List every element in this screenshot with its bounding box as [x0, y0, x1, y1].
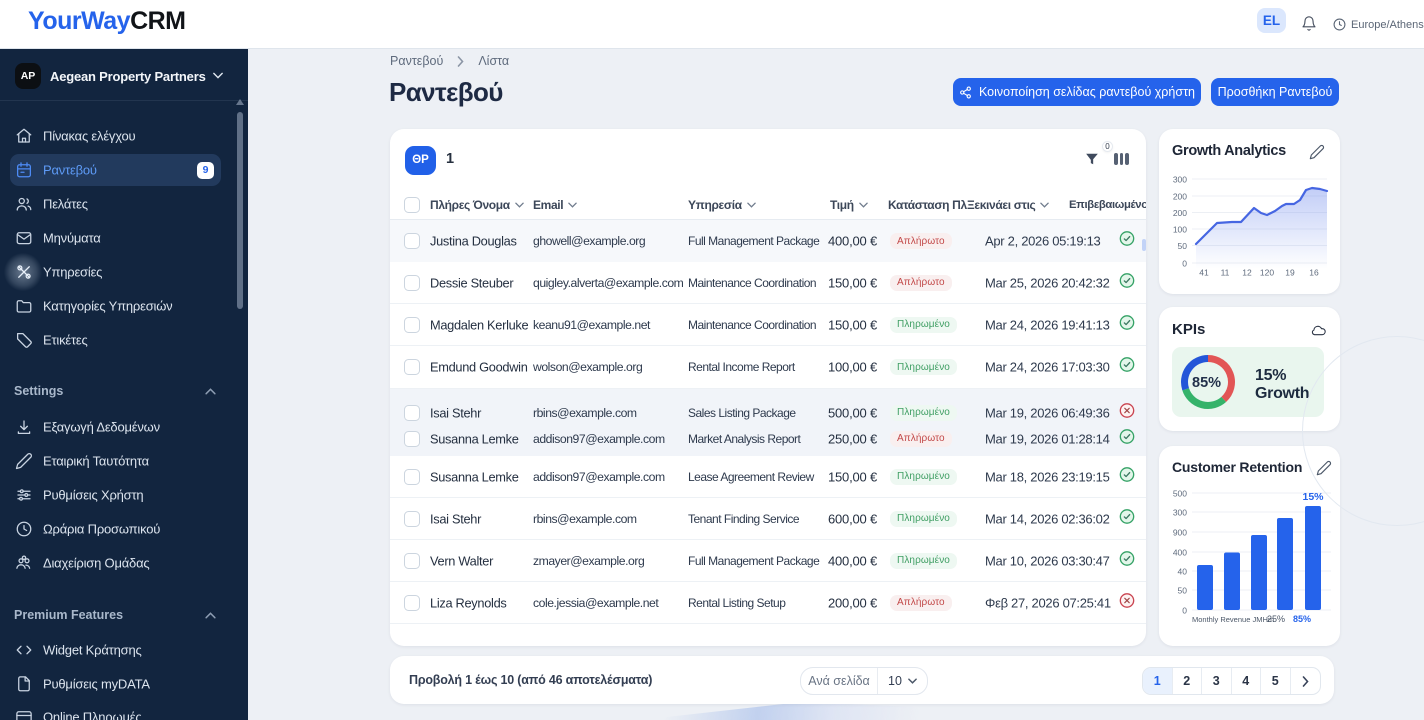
- svg-text:900: 900: [1173, 528, 1187, 538]
- svg-text:15%: 15%: [1302, 491, 1324, 503]
- svg-text:85%: 85%: [1293, 614, 1311, 624]
- svg-text:300: 300: [1173, 175, 1187, 185]
- svg-text:500: 500: [1173, 489, 1187, 499]
- svg-text:50: 50: [1178, 586, 1188, 596]
- svg-text:300: 300: [1173, 508, 1187, 518]
- svg-text:16: 16: [1309, 268, 1319, 278]
- svg-text:12: 12: [1242, 268, 1252, 278]
- svg-text:120: 120: [1260, 268, 1274, 278]
- svg-text:200: 200: [1173, 192, 1187, 202]
- svg-text:11: 11: [1221, 268, 1230, 278]
- svg-text:19: 19: [1285, 268, 1295, 278]
- svg-text:0: 0: [1182, 259, 1187, 269]
- svg-text:0: 0: [1182, 606, 1187, 616]
- svg-text:200: 200: [1173, 208, 1187, 218]
- svg-text:41: 41: [1199, 268, 1209, 278]
- svg-text:400: 400: [1173, 548, 1187, 558]
- svg-text:100: 100: [1173, 225, 1187, 235]
- svg-text:40: 40: [1178, 567, 1188, 577]
- svg-text:25%: 25%: [1267, 614, 1285, 624]
- svg-text:50: 50: [1178, 241, 1188, 251]
- svg-text:Monthly Revenue JMHm: Monthly Revenue JMHm: [1192, 615, 1274, 624]
